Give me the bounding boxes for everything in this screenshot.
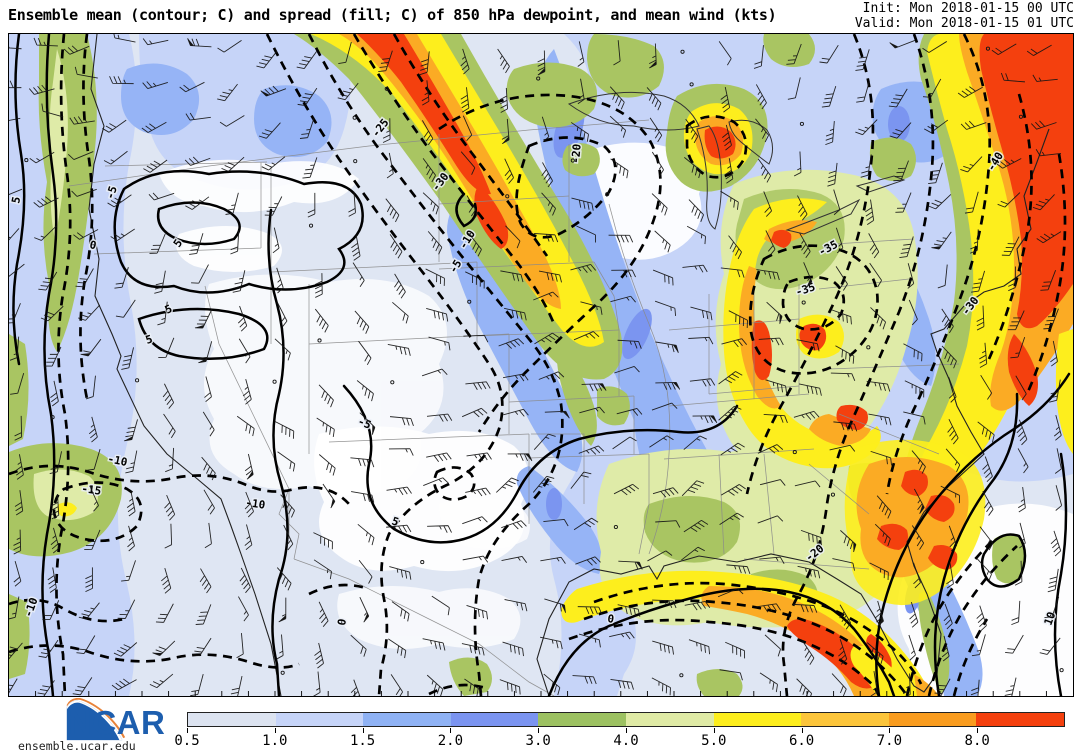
map-panel: 5 -5 0 5 5 5 -25 -30 -20 -10 -5 -15 -10 -10 -10 -5 5 -35-… — [8, 33, 1074, 697]
colorbar-segment — [888, 713, 977, 726]
colorbar-label: 3.0 — [525, 733, 551, 749]
colorbar-segment — [450, 713, 539, 726]
colorbar-label: 4.0 — [613, 733, 639, 749]
colorbar-label: 7.0 — [876, 733, 903, 749]
colorbar-label: 1.5 — [349, 733, 376, 749]
svg-text:0: 0 — [335, 618, 349, 627]
colorbar-segment — [275, 713, 364, 726]
site-url: ensemble.ucar.edu — [18, 739, 136, 753]
chart-title: Ensemble mean (contour; C) and spread (f… — [8, 6, 777, 24]
init-time: Init: Mon 2018-01-15 00 UTC — [862, 1, 1074, 16]
colorbar-label: 2.0 — [437, 733, 464, 749]
colorbar-segment — [538, 713, 626, 726]
colorbar-segment — [801, 713, 889, 726]
colorbar-segment — [976, 713, 1064, 726]
contours-dashed — [9, 34, 1067, 696]
map-axis-ticks — [35, 691, 1047, 696]
svg-text:-10: -10 — [245, 496, 266, 512]
ncar-wordmark: NCAR — [68, 704, 166, 741]
ncar-logo — [66, 698, 126, 741]
colorbar-segment — [713, 713, 802, 726]
svg-text:0: 0 — [607, 612, 615, 626]
svg-text:-35: -35 — [794, 280, 817, 299]
colorbar-label: 5.0 — [701, 733, 727, 749]
colorbar-segment — [625, 713, 714, 726]
svg-text:-10: -10 — [106, 452, 128, 469]
svg-text:10: 10 — [1042, 610, 1059, 627]
colorbar: 0.5 1.0 1.5 2.0 3.0 4.0 5.0 6.0 7.0 8.0 — [174, 712, 1065, 752]
svg-text:-5: -5 — [356, 415, 373, 432]
colorbar-label: 1.0 — [262, 733, 288, 749]
init-valid-times: Init: Mon 2018-01-15 00 UTC Valid: Mon 20… — [855, 1, 1074, 31]
svg-text:-5: -5 — [103, 184, 119, 201]
contours-solid — [12, 34, 1071, 696]
colorbar-label: 0.5 — [174, 733, 200, 749]
spread-fill-layer — [9, 34, 1073, 696]
colorbar-label: 6.0 — [788, 733, 815, 749]
coastlines — [88, 34, 1050, 696]
colorbar-label: 8.0 — [964, 733, 990, 749]
ncar-logo-swoosh — [66, 700, 123, 741]
valid-time: Valid: Mon 2018-01-15 01 UTC — [854, 16, 1074, 31]
colorbar-segment — [363, 713, 451, 726]
colorbar-segment — [188, 713, 276, 726]
colorbar-segments — [187, 712, 1065, 727]
wind-barbs — [9, 34, 1064, 696]
